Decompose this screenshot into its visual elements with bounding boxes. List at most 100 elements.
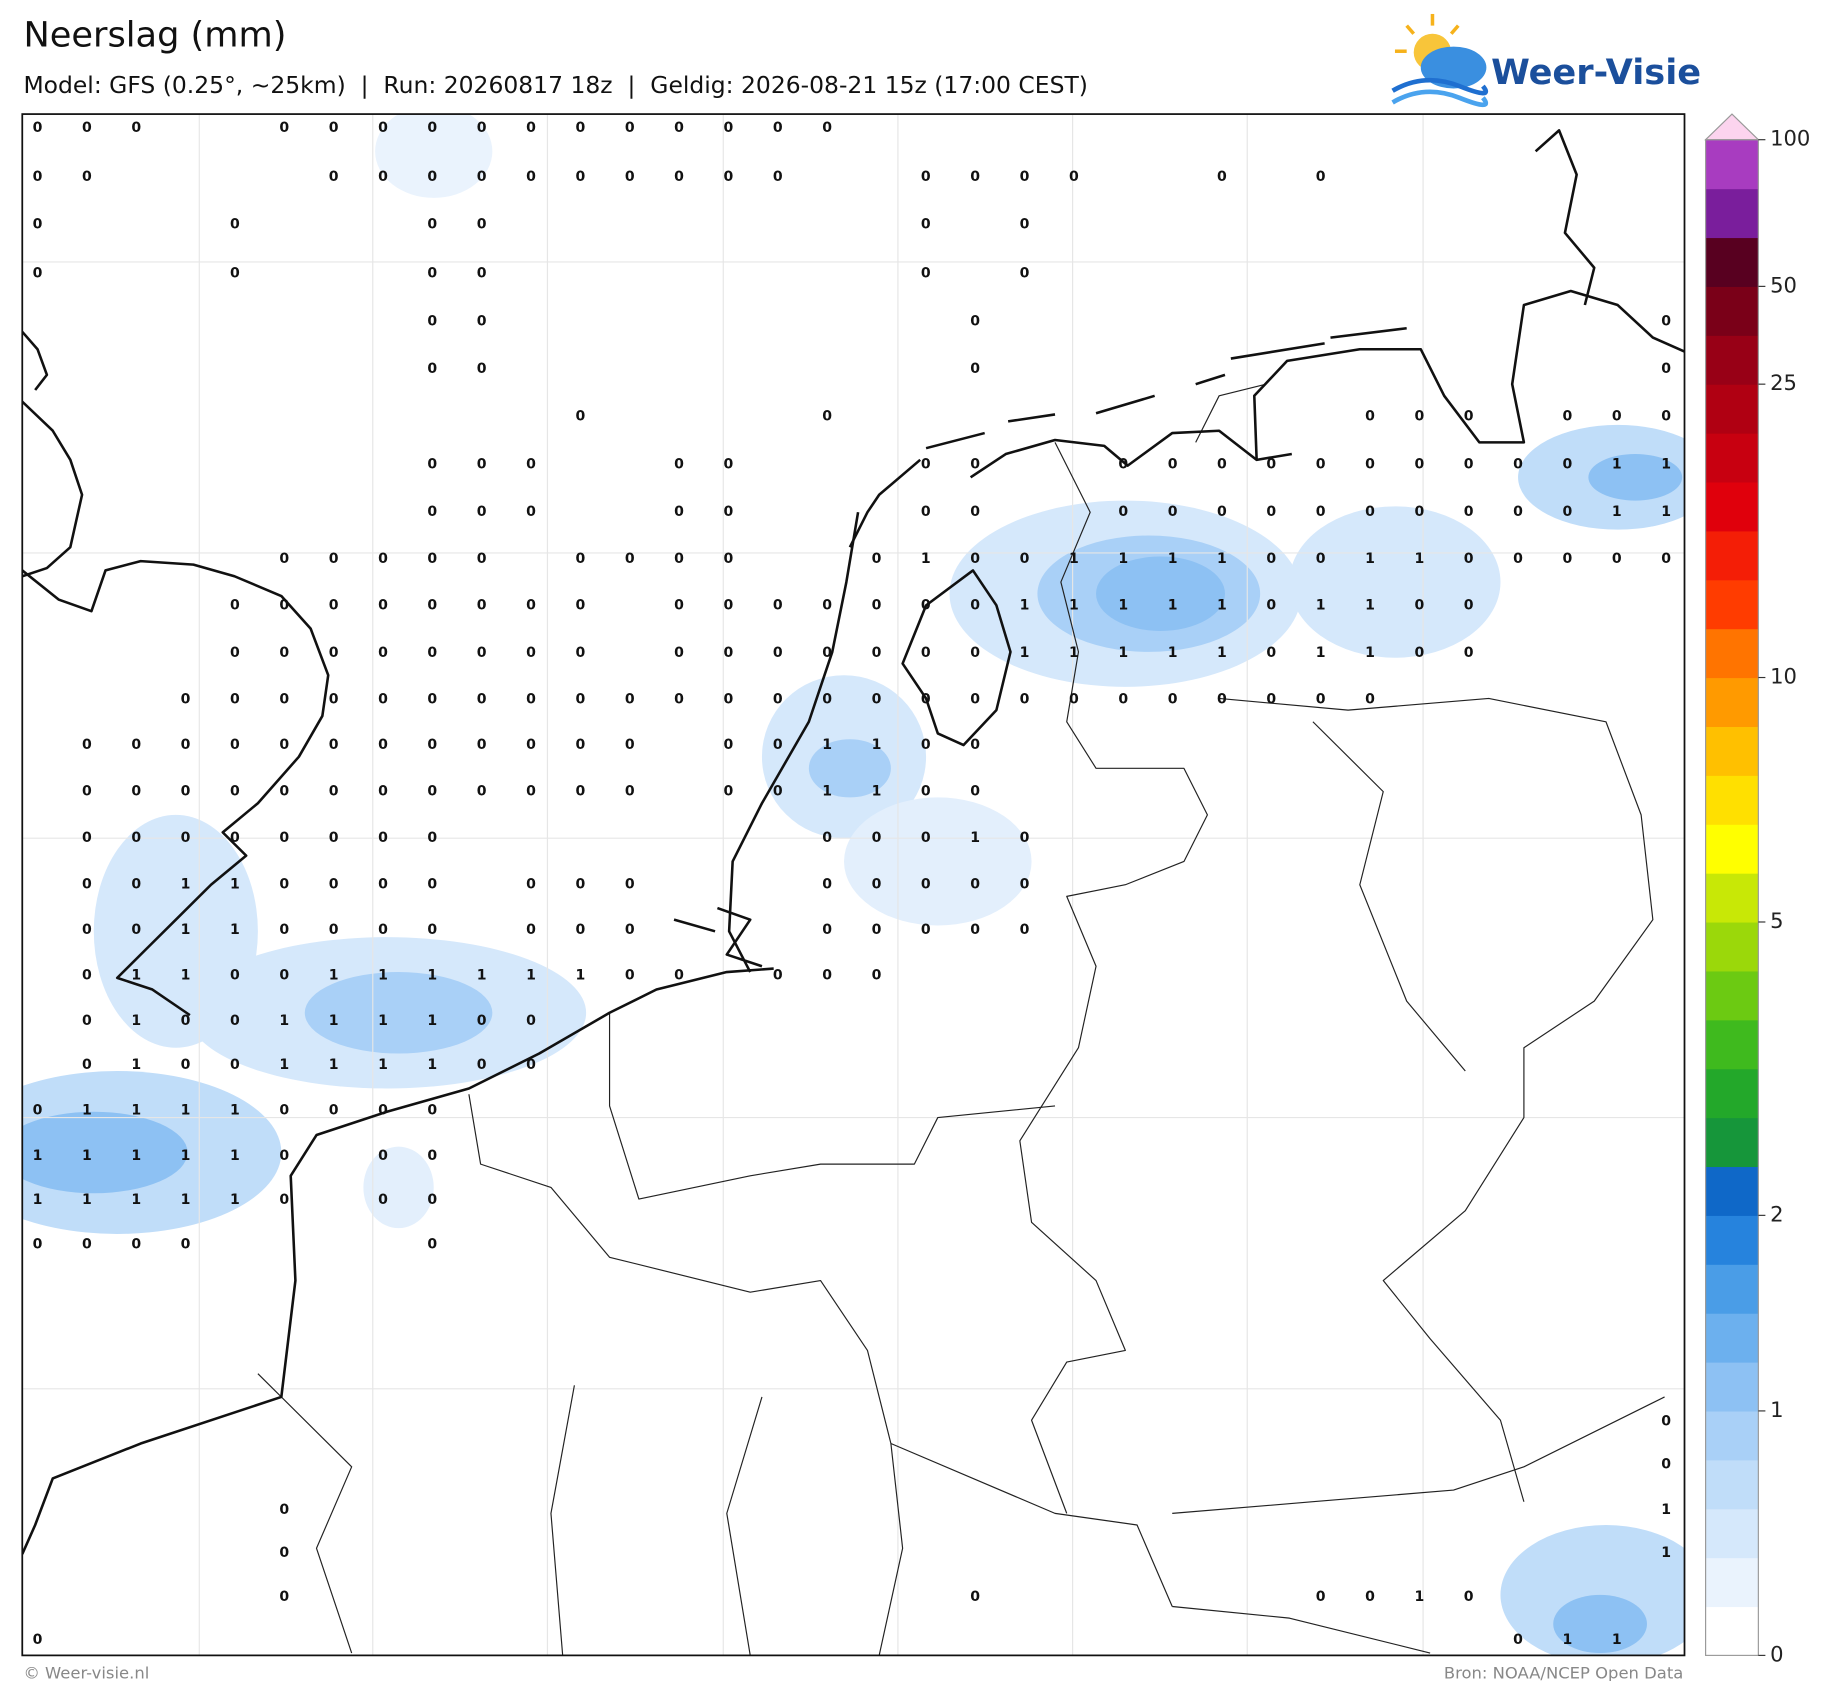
grid-value: 0 [1020, 692, 1030, 708]
grid-value: 0 [970, 597, 980, 613]
grid-value: 0 [625, 968, 635, 984]
grid-value: 0 [773, 968, 783, 984]
grid-value: 0 [921, 597, 931, 613]
grid-value: 0 [1661, 361, 1671, 377]
grid-value: 1 [279, 1057, 289, 1073]
colorbar-bin [1705, 921, 1759, 972]
grid-value: 0 [625, 169, 635, 185]
grid-value: 0 [181, 1013, 191, 1029]
grid-value: 0 [378, 692, 388, 708]
logo-wave [1391, 89, 1489, 108]
colorbar-bin [1705, 1459, 1759, 1510]
grid-value: 0 [230, 1013, 240, 1029]
colorbar-tick-label: 2 [1770, 1201, 1783, 1226]
grid-value: 0 [1020, 217, 1030, 233]
grid-value: 0 [970, 784, 980, 800]
grid-value: 0 [724, 504, 734, 520]
grid-value: 0 [477, 1057, 487, 1073]
grid-value: 1 [1414, 1589, 1424, 1605]
grid-value: 1 [230, 1103, 240, 1119]
grid-value: 0 [33, 1103, 43, 1119]
grid-value: 0 [427, 1148, 437, 1164]
grid-value: 1 [1118, 551, 1128, 567]
grid-value: 0 [1069, 169, 1079, 185]
grid-value: 0 [477, 551, 487, 567]
grid-value: 0 [1513, 457, 1523, 473]
grid-value: 0 [773, 737, 783, 753]
grid-value: 0 [82, 1057, 92, 1073]
grid-value: 0 [724, 692, 734, 708]
grid-value: 0 [1661, 313, 1671, 329]
grid-value: 0 [33, 120, 43, 136]
grid-value: 0 [773, 169, 783, 185]
grid-value: 0 [329, 692, 339, 708]
grid-value: 0 [378, 645, 388, 661]
grid-value: 1 [181, 1103, 191, 1119]
grid-value: 0 [279, 1103, 289, 1119]
grid-value: 0 [921, 217, 931, 233]
grid-value: 0 [329, 922, 339, 938]
grid-value: 0 [526, 1013, 536, 1029]
grid-value: 0 [970, 504, 980, 520]
colorbar-bin [1705, 1313, 1759, 1363]
grid-value: 0 [1118, 692, 1128, 708]
grid-value: 1 [1168, 645, 1178, 661]
grid-value: 0 [1414, 645, 1424, 661]
grid-value: 0 [674, 597, 684, 613]
grid-value: 0 [822, 597, 832, 613]
colorbar-frame [1705, 139, 1759, 1656]
grid-value: 1 [82, 1103, 92, 1119]
grid-value: 0 [427, 361, 437, 377]
colorbar-tick-label: 100 [1770, 126, 1810, 151]
grid-value: 0 [477, 645, 487, 661]
grid-value: 0 [1414, 409, 1424, 425]
grid-value: 0 [625, 922, 635, 938]
grid-value: 0 [477, 361, 487, 377]
grid-value: 1 [1365, 551, 1375, 567]
grid-value: 0 [279, 737, 289, 753]
grid-value: 0 [82, 922, 92, 938]
grid-value: 0 [970, 169, 980, 185]
grid-value: 0 [1563, 551, 1573, 567]
grid-value: 0 [625, 877, 635, 893]
grid-value: 0 [575, 169, 585, 185]
grid-value: 0 [526, 457, 536, 473]
grid-value: 0 [427, 692, 437, 708]
logo: Weer-Visie [1391, 13, 1701, 108]
grid-value: 0 [674, 551, 684, 567]
grid-values: 0 0 0 0 0 0 0 0 0 0 0 0 0 0 0 0 0 0 0 0 0 0 0 0 0 0 0 0 0 0 0 0 0 0 0 0 0 0 0 0… [33, 120, 1672, 1648]
grid-value: 0 [82, 737, 92, 753]
grid-value: 1 [131, 968, 141, 984]
grid-value: 0 [427, 120, 437, 136]
grid-value: 1 [82, 1148, 92, 1164]
grid-value: 0 [625, 551, 635, 567]
grid-value: 0 [427, 551, 437, 567]
grid-value: 0 [575, 692, 585, 708]
grid-value: 0 [230, 968, 240, 984]
grid-value: 0 [378, 169, 388, 185]
colorbar-bin [1705, 286, 1759, 336]
grid-value: 0 [1661, 409, 1671, 425]
grid-value: 0 [427, 457, 437, 473]
colorbar-tick-label: 5 [1770, 908, 1783, 933]
grid-value: 0 [526, 120, 536, 136]
colorbar-bin [1705, 1019, 1759, 1070]
colorbar-bin [1705, 628, 1759, 679]
grid-value: 0 [822, 120, 832, 136]
grid-value: 0 [1464, 551, 1474, 567]
grid-value: 0 [674, 169, 684, 185]
grid-value: 1 [131, 1013, 141, 1029]
grid-value: 0 [674, 457, 684, 473]
colorbar-bin [1705, 1215, 1759, 1265]
grid-value: 0 [131, 737, 141, 753]
grid-value: 0 [1464, 645, 1474, 661]
grid-value: 0 [181, 830, 191, 846]
colorbar-bin [1705, 873, 1759, 923]
grid-value: 0 [82, 1013, 92, 1029]
grid-value: 0 [724, 551, 734, 567]
grid-value: 0 [970, 737, 980, 753]
grid-value: 0 [131, 877, 141, 893]
grid-value: 0 [674, 120, 684, 136]
grid-value: 0 [872, 551, 882, 567]
grid-value: 0 [427, 1192, 437, 1208]
